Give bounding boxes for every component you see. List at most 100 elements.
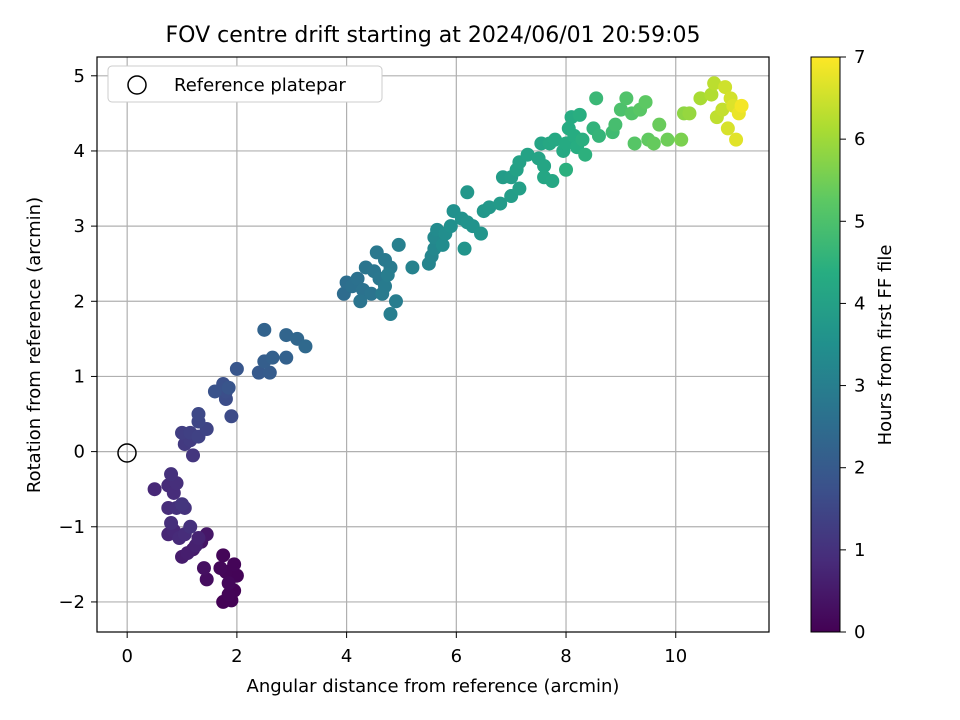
colorbar-tick-label: 0 xyxy=(854,622,865,643)
x-tick-label: 4 xyxy=(341,646,352,667)
y-tick-label: −2 xyxy=(58,592,85,613)
y-tick-label: 2 xyxy=(74,291,85,312)
x-tick-label: 8 xyxy=(560,646,571,667)
data-point xyxy=(682,106,697,121)
data-point xyxy=(364,286,379,301)
colorbar-ticks: 0 1 2 3 4 5 6 7 xyxy=(840,47,865,643)
data-point xyxy=(435,237,450,252)
colorbar-label: Hours from first FF file xyxy=(875,245,896,446)
data-point xyxy=(265,350,280,365)
data-point xyxy=(186,448,200,463)
data-point xyxy=(191,531,206,546)
colorbar-tick-label: 5 xyxy=(854,211,865,232)
colorbar: 0 1 2 3 4 5 6 7 Hours from first FF file xyxy=(810,47,896,643)
data-point xyxy=(147,482,162,497)
colorbar-tick-label: 1 xyxy=(854,540,865,561)
colorbar-tick-label: 4 xyxy=(854,293,865,314)
data-point xyxy=(216,548,231,563)
data-point xyxy=(548,132,563,147)
x-tick-label: 0 xyxy=(121,646,132,667)
y-tick-label: 1 xyxy=(74,366,85,387)
data-point xyxy=(608,117,623,132)
colorbar-tick-label: 2 xyxy=(854,458,865,479)
colorbar-gradient xyxy=(810,56,841,633)
x-tick-label: 10 xyxy=(664,646,687,667)
data-point xyxy=(613,102,628,117)
colorbar-tick-label: 3 xyxy=(854,376,865,397)
data-point xyxy=(715,102,730,117)
data-point xyxy=(559,162,574,177)
colorbar-tick-label: 6 xyxy=(854,129,865,150)
data-point xyxy=(227,557,242,572)
data-point xyxy=(378,279,392,294)
data-point xyxy=(229,361,244,376)
x-axis-ticks: 0 2 4 6 8 10 xyxy=(121,632,687,667)
data-point xyxy=(391,237,406,252)
data-point xyxy=(199,572,214,587)
grid xyxy=(97,57,769,632)
y-tick-label: −1 xyxy=(58,517,85,538)
data-point xyxy=(693,91,708,106)
y-axis-ticks: −2 −1 0 1 2 3 4 5 xyxy=(58,66,97,613)
data-point xyxy=(520,147,535,162)
data-point xyxy=(207,384,222,399)
data-point xyxy=(572,107,587,122)
legend: Reference platepar xyxy=(107,65,383,103)
data-point xyxy=(589,91,604,106)
data-point xyxy=(350,271,365,286)
legend-marker xyxy=(127,75,147,95)
y-tick-label: 3 xyxy=(74,216,85,237)
data-point xyxy=(221,587,236,602)
data-point xyxy=(704,87,719,102)
data-point xyxy=(183,519,198,534)
data-point xyxy=(383,307,398,322)
data-point xyxy=(578,147,593,162)
data-point xyxy=(619,91,634,106)
chart-title: FOV centre drift starting at 2024/06/01 … xyxy=(166,23,701,48)
data-point xyxy=(545,174,560,189)
data-point xyxy=(627,136,642,151)
data-point xyxy=(457,241,472,256)
data-point xyxy=(298,339,313,354)
data-point xyxy=(196,561,211,576)
data-point xyxy=(512,181,527,196)
x-tick-label: 2 xyxy=(231,646,242,667)
y-tick-label: 0 xyxy=(74,442,85,463)
data-point xyxy=(262,365,277,380)
data-point xyxy=(353,294,368,309)
data-point xyxy=(720,121,735,136)
colorbar-tick-label: 7 xyxy=(854,47,865,68)
data-point xyxy=(718,80,733,95)
data-point xyxy=(164,467,179,482)
data-point xyxy=(638,95,653,110)
y-tick-label: 5 xyxy=(74,66,85,87)
data-point xyxy=(380,267,395,282)
data-point xyxy=(734,98,749,113)
data-point xyxy=(652,117,667,132)
data-point xyxy=(460,185,475,200)
data-point xyxy=(575,132,590,147)
data-point xyxy=(493,196,508,211)
data-points xyxy=(147,76,749,609)
data-point xyxy=(164,516,179,531)
data-point xyxy=(388,294,403,309)
data-point xyxy=(191,407,206,422)
data-point xyxy=(482,200,497,215)
data-point xyxy=(221,576,236,591)
x-tick-label: 6 xyxy=(451,646,462,667)
data-point xyxy=(537,158,552,173)
legend-label: Reference platepar xyxy=(174,75,346,96)
data-point xyxy=(674,132,689,147)
data-point xyxy=(707,76,722,91)
data-point xyxy=(443,219,458,234)
data-point xyxy=(251,365,266,380)
reference-point xyxy=(117,443,137,463)
data-point xyxy=(646,136,661,151)
data-point xyxy=(175,497,190,512)
data-point xyxy=(279,350,294,365)
data-point xyxy=(213,561,228,576)
data-point xyxy=(405,260,420,275)
y-tick-label: 4 xyxy=(74,141,85,162)
y-axis-label: Rotation from reference (arcmin) xyxy=(24,197,45,493)
